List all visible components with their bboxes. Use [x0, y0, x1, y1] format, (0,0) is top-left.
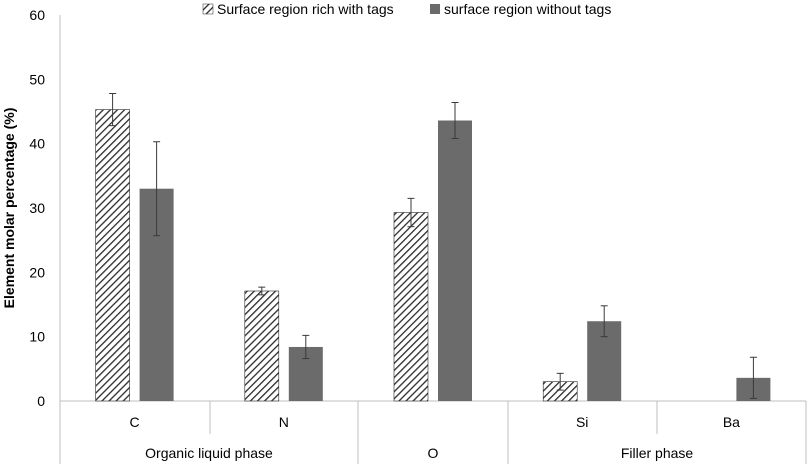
y-tick-label: 10: [29, 329, 45, 345]
bar-rich-with-tags-O: [393, 212, 429, 402]
error-bar-N: [258, 286, 266, 296]
category-label-Si: Si: [576, 414, 588, 430]
legend-swatch-series-1: [202, 3, 214, 15]
group-label-filler: Filler phase: [621, 445, 694, 461]
y-tick-label: 20: [29, 264, 45, 280]
y-axis-ticks: 0 10 20 30 40 50 60: [29, 7, 45, 409]
legend: Surface region rich with tags surface re…: [202, 1, 611, 17]
group-label-organic: Organic liquid phase: [145, 445, 273, 461]
error-bar-C: [109, 92, 117, 127]
error-bar-O: [407, 197, 415, 228]
category-labels: CNOSiBa: [130, 414, 741, 430]
y-axis-title: Element molar percentage (%): [1, 108, 17, 309]
error-bar-Si: [556, 372, 564, 391]
bar-rich-with-tags-C: [95, 109, 130, 402]
y-tick-label: 60: [29, 7, 45, 23]
legend-label-series-1: Surface region rich with tags: [217, 1, 394, 17]
error-bar-O: [451, 101, 459, 140]
legend-swatch-series-2: [430, 4, 440, 14]
axes: [59, 15, 807, 464]
y-tick-label: 0: [37, 393, 45, 409]
y-tick-label: 40: [29, 136, 45, 152]
legend-label-series-2: surface region without tags: [444, 1, 611, 17]
y-tick-label: 30: [29, 200, 45, 216]
error-bar-Si: [600, 305, 608, 338]
category-label-Ba: Ba: [723, 414, 740, 430]
category-label-N: N: [279, 414, 289, 430]
y-tick-label: 50: [29, 71, 45, 87]
bar-rich-with-tags-N: [244, 290, 280, 402]
group-label-o: O: [428, 445, 439, 461]
category-label-C: C: [130, 414, 140, 430]
bar-without-tags-O: [438, 120, 472, 402]
error-bar-C: [153, 141, 161, 237]
error-bar-Ba: [749, 356, 757, 399]
error-bar-N: [302, 334, 310, 360]
bars: [95, 92, 771, 402]
